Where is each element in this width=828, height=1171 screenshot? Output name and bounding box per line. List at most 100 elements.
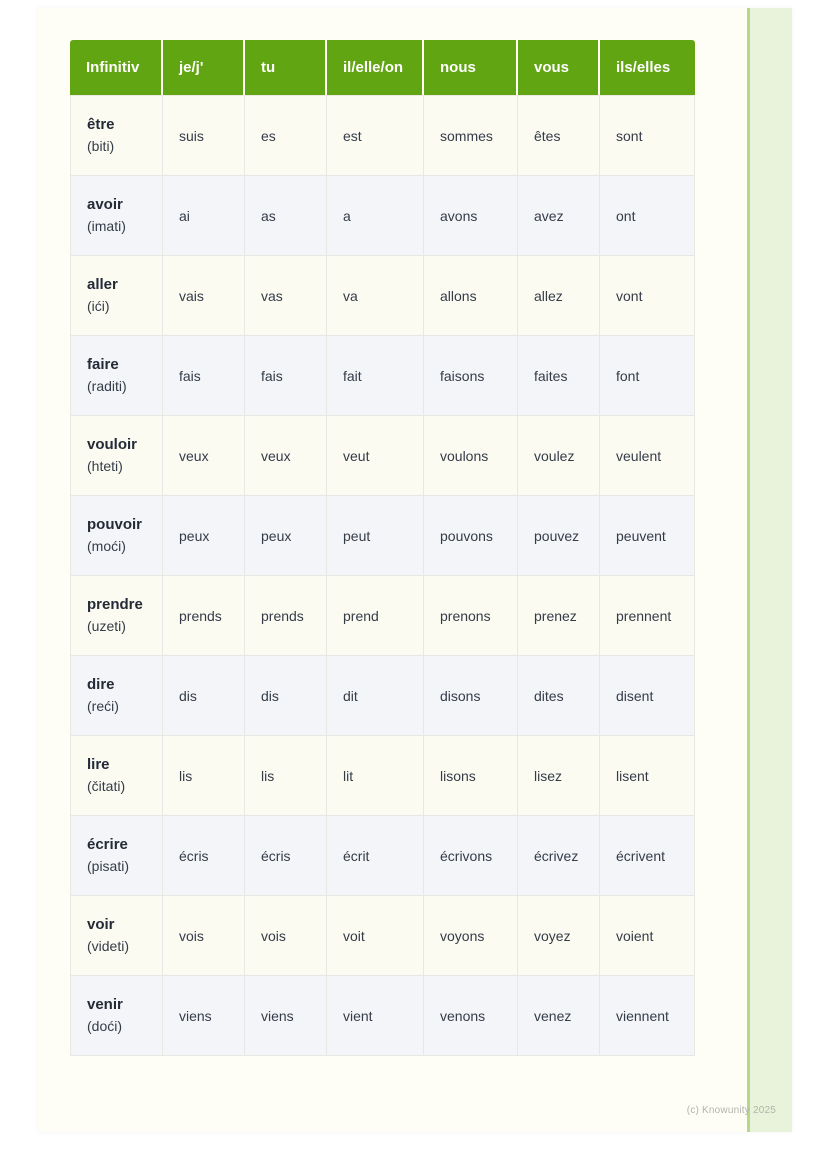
table-row-pouvoir: pouvoir (moći) peux peux peut pouvons po…: [70, 496, 695, 576]
form-cell: avez: [518, 176, 600, 256]
form-cell: lis: [163, 736, 245, 816]
form-cell: es: [245, 95, 327, 176]
form-cell: avons: [424, 176, 518, 256]
verb-cell: faire (raditi): [70, 336, 163, 416]
form-cell: prends: [245, 576, 327, 656]
form-cell: viens: [245, 976, 327, 1056]
form-cell: lisent: [600, 736, 695, 816]
verb-cell: voir (videti): [70, 896, 163, 976]
form-cell: prend: [327, 576, 424, 656]
form-cell: fais: [163, 336, 245, 416]
verb-name: lire: [87, 756, 110, 774]
form-cell: faisons: [424, 336, 518, 416]
verb-cell: dire (reći): [70, 656, 163, 736]
verb-name: dire: [87, 676, 115, 694]
form-cell: lisons: [424, 736, 518, 816]
form-cell: dis: [245, 656, 327, 736]
table-row-faire: faire (raditi) fais fais fait faisons fa…: [70, 336, 695, 416]
header-cell-ils-elles: ils/elles: [600, 40, 695, 95]
form-cell: disons: [424, 656, 518, 736]
form-cell: veux: [245, 416, 327, 496]
form-cell: prennent: [600, 576, 695, 656]
verb-cell: être (biti): [70, 95, 163, 176]
form-cell: écrivent: [600, 816, 695, 896]
form-cell: viennent: [600, 976, 695, 1056]
form-cell: suis: [163, 95, 245, 176]
form-cell: veulent: [600, 416, 695, 496]
verb-translation: (doći): [87, 1017, 123, 1034]
verb-name: vouloir: [87, 436, 138, 454]
verb-translation: (ići): [87, 297, 110, 314]
form-cell: écrit: [327, 816, 424, 896]
form-cell: veux: [163, 416, 245, 496]
form-cell: écrivez: [518, 816, 600, 896]
form-cell: venez: [518, 976, 600, 1056]
form-cell: écrivons: [424, 816, 518, 896]
form-cell: voient: [600, 896, 695, 976]
verb-cell: aller (ići): [70, 256, 163, 336]
verb-name: être: [87, 116, 115, 134]
conjugation-table: Infinitiv je/j' tu il/elle/on nous vous …: [70, 40, 695, 1056]
form-cell: sommes: [424, 95, 518, 176]
verb-cell: vouloir (hteti): [70, 416, 163, 496]
form-cell: est: [327, 95, 424, 176]
form-cell: lis: [245, 736, 327, 816]
form-cell: vais: [163, 256, 245, 336]
form-cell: disent: [600, 656, 695, 736]
form-cell: fait: [327, 336, 424, 416]
form-cell: peux: [245, 496, 327, 576]
verb-translation: (moći): [87, 537, 126, 554]
verb-translation: (uzeti): [87, 617, 126, 634]
verb-cell: prendre (uzeti): [70, 576, 163, 656]
table-header-row: Infinitiv je/j' tu il/elle/on nous vous …: [70, 40, 695, 95]
verb-translation: (čitati): [87, 777, 126, 794]
verb-cell: écrire (pisati): [70, 816, 163, 896]
form-cell: voit: [327, 896, 424, 976]
form-cell: pouvons: [424, 496, 518, 576]
verb-name: faire: [87, 356, 119, 374]
table-row-lire: lire (čitati) lis lis lit lisons lisez l…: [70, 736, 695, 816]
header-cell-je: je/j': [163, 40, 245, 95]
form-cell: venons: [424, 976, 518, 1056]
form-cell: pouvez: [518, 496, 600, 576]
form-cell: voulez: [518, 416, 600, 496]
table-row-prendre: prendre (uzeti) prends prends prend pren…: [70, 576, 695, 656]
verb-name: voir: [87, 916, 115, 934]
verb-name: écrire: [87, 836, 128, 854]
form-cell: a: [327, 176, 424, 256]
form-cell: dit: [327, 656, 424, 736]
verb-translation: (hteti): [87, 457, 123, 474]
form-cell: sont: [600, 95, 695, 176]
form-cell: écris: [245, 816, 327, 896]
form-cell: dis: [163, 656, 245, 736]
form-cell: êtes: [518, 95, 600, 176]
form-cell: dites: [518, 656, 600, 736]
verb-name: prendre: [87, 596, 143, 614]
form-cell: allez: [518, 256, 600, 336]
table-row-avoir: avoir (imati) ai as a avons avez ont: [70, 176, 695, 256]
verb-name: aller: [87, 276, 118, 294]
verb-translation: (imati): [87, 217, 126, 234]
form-cell: peuvent: [600, 496, 695, 576]
table-row-aller: aller (ići) vais vas va allons allez von…: [70, 256, 695, 336]
header-cell-tu: tu: [245, 40, 327, 95]
header-cell-infinitiv: Infinitiv: [70, 40, 163, 95]
form-cell: prends: [163, 576, 245, 656]
form-cell: vois: [245, 896, 327, 976]
verb-name: pouvoir: [87, 516, 142, 534]
form-cell: viens: [163, 976, 245, 1056]
verb-name: venir: [87, 996, 123, 1014]
header-cell-vous: vous: [518, 40, 600, 95]
verb-cell: venir (doći): [70, 976, 163, 1056]
verb-translation: (pisati): [87, 857, 130, 874]
form-cell: font: [600, 336, 695, 416]
conjugation-table-container: Infinitiv je/j' tu il/elle/on nous vous …: [70, 40, 695, 1056]
header-cell-nous: nous: [424, 40, 518, 95]
verb-cell: avoir (imati): [70, 176, 163, 256]
form-cell: vois: [163, 896, 245, 976]
verb-cell: pouvoir (moći): [70, 496, 163, 576]
form-cell: va: [327, 256, 424, 336]
table-row-voir: voir (videti) vois vois voit voyons voye…: [70, 896, 695, 976]
form-cell: voyons: [424, 896, 518, 976]
form-cell: faites: [518, 336, 600, 416]
